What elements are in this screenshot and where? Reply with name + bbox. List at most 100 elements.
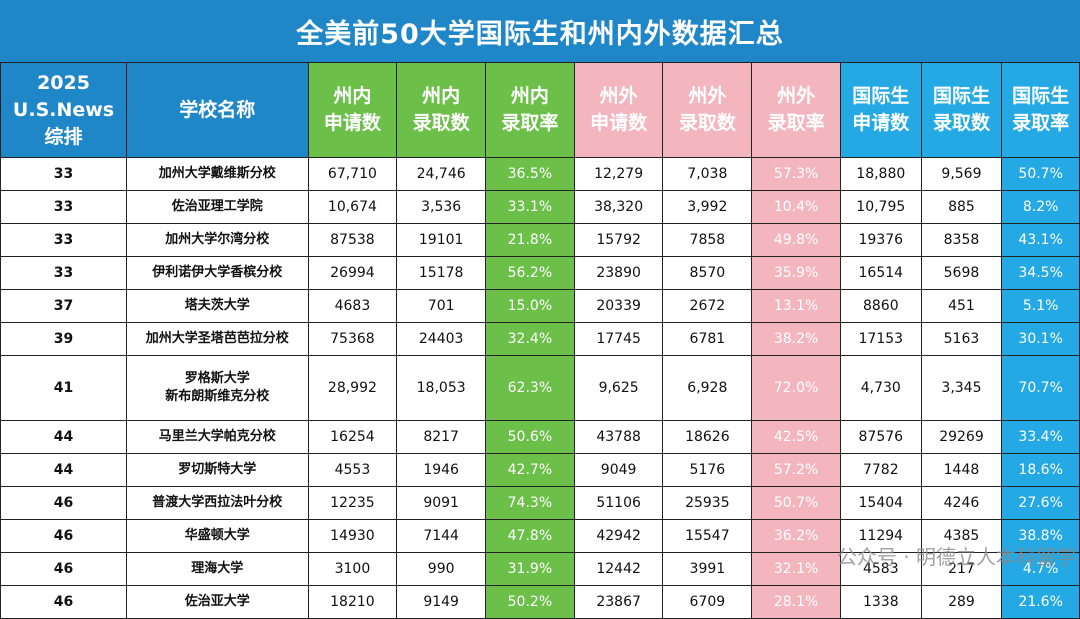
- cell-out-state-admits: 7,038: [662, 157, 753, 191]
- school-name-line: 罗格斯大学: [184, 371, 250, 386]
- cell-in-state-rate: 31.9%: [485, 552, 575, 586]
- cell-out-state-applications: 9,625: [573, 355, 664, 421]
- cell-in-state-admits: 19101: [396, 223, 487, 257]
- cell-school-name: 罗切斯特大学: [126, 453, 309, 487]
- cell-in-state-admits: 24403: [396, 322, 487, 356]
- cell-out-state-applications: 42942: [573, 519, 664, 553]
- cell-in-state-rate: 42.7%: [485, 453, 575, 487]
- title-bar: 全美前50大学国际生和州内外数据汇总: [0, 0, 1080, 62]
- cell-in-state-rate: 33.1%: [485, 190, 575, 224]
- page-title: 全美前50大学国际生和州内外数据汇总: [296, 18, 784, 50]
- cell-in-state-rate: 32.4%: [485, 322, 575, 356]
- table-row: 46 理海大学 3100 990 31.9% 12442 3991 32.1% 4583 217 4…: [0, 552, 1080, 586]
- cell-out-state-admits: 6781: [662, 322, 753, 356]
- cell-in-state-applications: 28,992: [307, 355, 398, 421]
- cell-out-state-rate: 28.1%: [751, 585, 841, 619]
- cell-in-state-applications: 4553: [307, 453, 398, 487]
- header-out-state-admits: 州外 录取数: [662, 62, 753, 158]
- header-rank: 2025 U.S.News 综排: [0, 62, 128, 158]
- table-row: 33 佐治亚理工学院 10,674 3,536 33.1% 38,320 3,992 10.4…: [0, 190, 1080, 224]
- cell-intl-admits: 5163: [920, 322, 1003, 356]
- cell-rank: 44: [0, 420, 128, 454]
- header-line: 州外: [599, 85, 638, 107]
- cell-in-state-applications: 75368: [307, 322, 398, 356]
- school-name-line: 加州大学尔湾分校: [165, 232, 270, 247]
- cell-in-state-rate: 47.8%: [485, 519, 575, 553]
- table-row: 44 马里兰大学帕克分校 16254 8217 50.6% 43788 18626 42.5%…: [0, 420, 1080, 454]
- cell-rank: 41: [0, 355, 128, 421]
- cell-out-state-rate: 57.2%: [751, 453, 841, 487]
- cell-intl-applications: 4583: [839, 552, 922, 586]
- cell-in-state-applications: 16254: [307, 420, 398, 454]
- header-line: 录取数: [932, 112, 990, 134]
- cell-out-state-rate: 36.2%: [751, 519, 841, 553]
- school-name-line: 佐治亚大学: [184, 594, 250, 609]
- school-name-line: 新布朗斯维克分校: [165, 389, 270, 404]
- cell-intl-rate: 21.6%: [1001, 585, 1080, 619]
- cell-in-state-applications: 14930: [307, 519, 398, 553]
- header-line: 州外: [777, 85, 816, 107]
- header-row: 2025 U.S.News 综排 学校名称 州内 申请数 州内 录取数 州内 录取率 州外 申请数 州外…: [0, 62, 1080, 158]
- cell-out-state-rate: 35.9%: [751, 256, 841, 290]
- cell-out-state-admits: 7858: [662, 223, 753, 257]
- cell-in-state-admits: 24,746: [396, 157, 487, 191]
- cell-in-state-admits: 9091: [396, 486, 487, 520]
- table-row: 46 佐治亚大学 18210 9149 50.2% 23867 6709 28.1% 1338 2…: [0, 585, 1080, 619]
- cell-intl-applications: 18,880: [839, 157, 922, 191]
- cell-rank: 39: [0, 322, 128, 356]
- cell-intl-admits: 289: [920, 585, 1003, 619]
- cell-intl-rate: 50.7%: [1001, 157, 1080, 191]
- cell-school-name: 佐治亚大学: [126, 585, 309, 619]
- cell-rank: 46: [0, 519, 128, 553]
- cell-out-state-applications: 43788: [573, 420, 664, 454]
- school-name-line: 罗切斯特大学: [178, 462, 257, 477]
- cell-intl-applications: 11294: [839, 519, 922, 553]
- cell-intl-admits: 3,345: [920, 355, 1003, 421]
- header-line: U.S.News: [12, 98, 115, 121]
- cell-out-state-admits: 8570: [662, 256, 753, 290]
- cell-out-state-admits: 5176: [662, 453, 753, 487]
- table-body: 33 加州大学戴维斯分校 67,710 24,746 36.5% 12,279 7,038 5…: [0, 157, 1080, 619]
- header-line: 申请数: [852, 112, 910, 134]
- header-line: 州内: [510, 85, 549, 107]
- cell-out-state-rate: 57.3%: [751, 157, 841, 191]
- school-name-line: 华盛顿大学: [184, 528, 250, 543]
- cell-rank: 33: [0, 256, 128, 290]
- cell-out-state-applications: 15792: [573, 223, 664, 257]
- cell-rank: 33: [0, 157, 128, 191]
- cell-intl-rate: 34.5%: [1001, 256, 1080, 290]
- cell-out-state-rate: 42.5%: [751, 420, 841, 454]
- cell-in-state-admits: 7144: [396, 519, 487, 553]
- cell-in-state-applications: 18210: [307, 585, 398, 619]
- cell-in-state-admits: 9149: [396, 585, 487, 619]
- header-line: 综排: [44, 125, 83, 148]
- admissions-table: 2025 U.S.News 综排 学校名称 州内 申请数 州内 录取数 州内 录取率 州外 申请数 州外…: [0, 62, 1080, 619]
- cell-out-state-rate: 32.1%: [751, 552, 841, 586]
- cell-intl-applications: 17153: [839, 322, 922, 356]
- cell-out-state-admits: 18626: [662, 420, 753, 454]
- cell-out-state-admits: 3,992: [662, 190, 753, 224]
- cell-in-state-rate: 50.2%: [485, 585, 575, 619]
- cell-out-state-rate: 49.8%: [751, 223, 841, 257]
- table-row: 39 加州大学圣塔芭芭拉分校 75368 24403 32.4% 17745 6781 38.…: [0, 322, 1080, 356]
- header-intl-applications: 国际生 申请数: [839, 62, 922, 158]
- cell-intl-admits: 5698: [920, 256, 1003, 290]
- school-name-line: 加州大学圣塔芭芭拉分校: [145, 331, 289, 346]
- cell-intl-rate: 8.2%: [1001, 190, 1080, 224]
- school-name-line: 加州大学戴维斯分校: [158, 166, 276, 181]
- cell-school-name: 加州大学尔湾分校: [126, 223, 309, 257]
- cell-in-state-admits: 990: [396, 552, 487, 586]
- cell-out-state-rate: 10.4%: [751, 190, 841, 224]
- cell-in-state-applications: 10,674: [307, 190, 398, 224]
- cell-intl-admits: 9,569: [920, 157, 1003, 191]
- table-row: 33 伊利诺伊大学香槟分校 26994 15178 56.2% 23890 8570 35.9…: [0, 256, 1080, 290]
- cell-in-state-admits: 1946: [396, 453, 487, 487]
- cell-in-state-admits: 18,053: [396, 355, 487, 421]
- cell-school-name: 理海大学: [126, 552, 309, 586]
- header-line: 录取数: [678, 112, 736, 134]
- header-intl-rate: 国际生 录取率: [1001, 62, 1080, 158]
- cell-in-state-rate: 50.6%: [485, 420, 575, 454]
- header-line: 州内: [333, 85, 372, 107]
- school-name-line: 普渡大学西拉法叶分校: [152, 495, 283, 510]
- cell-out-state-rate: 72.0%: [751, 355, 841, 421]
